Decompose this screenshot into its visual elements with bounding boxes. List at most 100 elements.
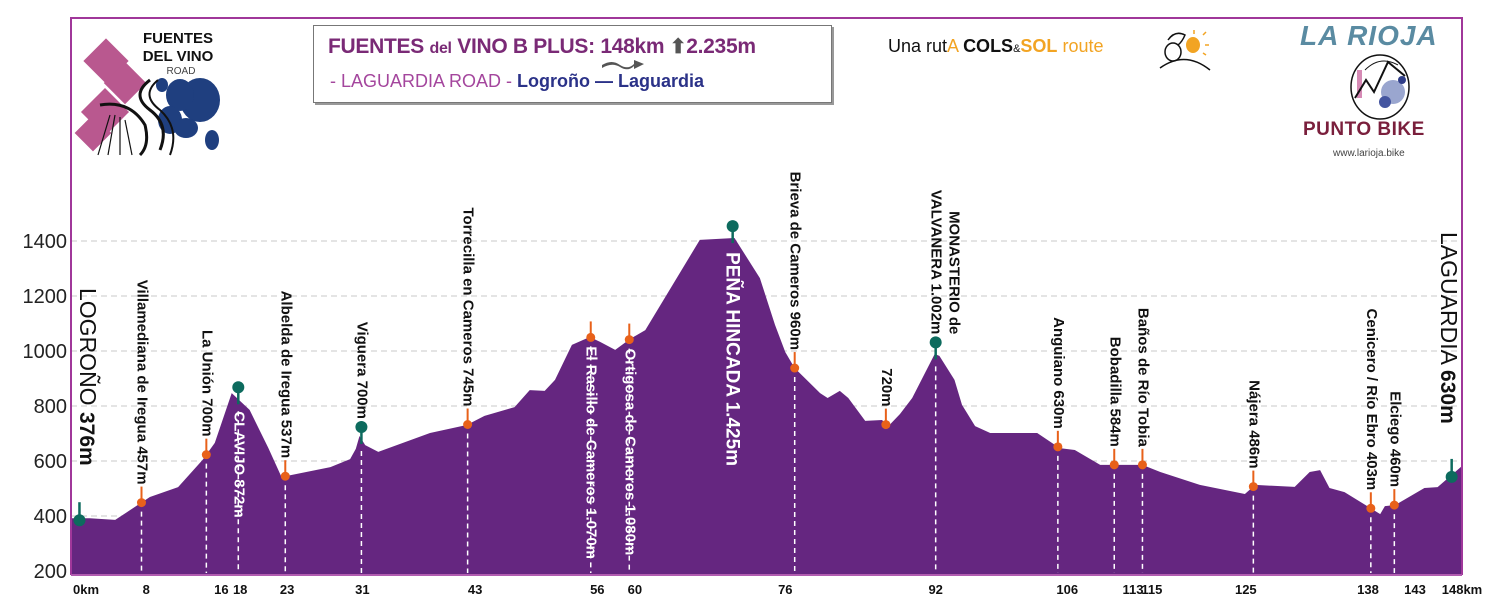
waypoint-marker-dot: [136, 498, 146, 508]
waypoint-marker-dot: [1137, 460, 1147, 470]
summit-marker-dot: [232, 381, 245, 394]
waypoint-marker-dot: [463, 419, 473, 429]
x-tick-label: 143: [1404, 582, 1426, 597]
waypoint: Baños de Río Tobia: [1134, 308, 1151, 573]
waypoint: Brieva de Cameros 960m: [787, 172, 804, 573]
waypoint-label: Nájera 486m: [1245, 380, 1262, 468]
waypoint: Viguera 700m: [353, 322, 370, 573]
y-axis: 200 400 600 800 1000 1200 1400: [23, 231, 68, 583]
tagline-a: A: [947, 36, 959, 56]
waypoint: Elciego 460m: [1386, 391, 1403, 573]
x-tick-label: 115: [1141, 582, 1162, 597]
route-title: FUENTES del VINO B PLUS: 148km ⬆2.235m: [328, 34, 756, 59]
x-tick-label: 92: [928, 582, 942, 597]
waypoint: El Rasillo de Cameros 1.070m: [583, 321, 600, 573]
waypoint-label: Villamediana de Iregua 457m: [133, 280, 150, 485]
x-tick-label: 16: [214, 582, 228, 597]
x-tick-label: 56: [590, 582, 604, 597]
tagline-una: Una rut: [888, 36, 948, 56]
waypoint-label: Anguiano 630m: [1050, 317, 1067, 429]
waypoint-label: El Rasillo de Cameros 1.070m: [583, 346, 600, 559]
elevation-gain: 2.235m: [686, 35, 756, 58]
x-tick-label: 43: [468, 582, 482, 597]
waypoint-label: La Unión 700m: [198, 330, 215, 437]
tagline-route: route: [1062, 36, 1104, 56]
x-tick-label: 106: [1056, 582, 1078, 597]
waypoint-label: Viguera 700m: [353, 322, 370, 419]
y-tick-label: 1200: [23, 286, 68, 308]
x-tick-label: 8: [143, 582, 150, 597]
subtitle-route: Logroño — Laguardia: [517, 71, 705, 91]
tagline-sol: SOL: [1020, 36, 1058, 56]
waypoint: Anguiano 630m: [1050, 317, 1067, 573]
y-tick-label: 800: [34, 396, 67, 418]
route-title-box: FUENTES del VINO B PLUS: 148km ⬆2.235m -…: [313, 25, 832, 103]
up-arrow-icon: ⬆: [669, 36, 687, 58]
y-tick-label: 200: [34, 561, 67, 583]
endpoint-name: LAGUARDIA: [1436, 232, 1462, 370]
waypoint-marker-dot: [1053, 442, 1063, 452]
y-tick-label: 600: [34, 451, 67, 473]
elevation-profile-area: [71, 238, 1462, 575]
title-del: del: [429, 40, 452, 57]
waypoint: Albelda de Iregua 537m: [277, 291, 294, 573]
chart-frame: [70, 17, 1463, 576]
waypoint-marker-dot: [624, 335, 634, 345]
waypoint-marker-dot: [586, 332, 596, 342]
waypoints: LOGROÑO 376m Villamediana de Iregua 457m L…: [73, 172, 1462, 573]
punto-bike-brand: PUNTO BIKE: [1303, 119, 1425, 140]
waypoint-label: Bobadilla 584m: [1106, 337, 1123, 447]
waypoint-label: MONASTERIO deVALVANERA 1.002m: [928, 190, 963, 335]
waypoint: MONASTERIO deVALVANERA 1.002m: [928, 190, 963, 573]
waypoint: 720m: [878, 368, 895, 430]
title-vino-b-plus: VINO B PLUS:: [457, 35, 595, 58]
waypoint-label-line: VALVANERA 1.002m: [928, 190, 945, 335]
y-tick-label: 400: [34, 506, 67, 528]
x-tick-label: 60: [628, 582, 642, 597]
waypoint-label: Cenicero / Río Ebro 403m: [1363, 309, 1380, 491]
waypoint: CLAVIJO 872m: [230, 381, 247, 573]
x-tick-label: 125: [1235, 582, 1257, 597]
tagline-amp: &: [1013, 43, 1021, 55]
waypoint-label: Albelda de Iregua 537m: [277, 291, 294, 459]
endpoint-marker-dot: [73, 514, 86, 527]
route-distance: 148km: [600, 35, 665, 58]
y-tick-label: 1400: [23, 231, 68, 253]
frame-border: [70, 17, 1463, 575]
waypoint-label: CLAVIJO 872m: [230, 411, 247, 517]
waypoint: LOGROÑO 376m: [73, 288, 101, 527]
waypoint: Nájera 486m: [1245, 380, 1262, 573]
waypoint-marker-dot: [201, 450, 211, 460]
waypoint-label: Torrecilla en Cameros 745m: [460, 208, 477, 407]
waypoint-label: Baños de Río Tobia: [1134, 308, 1151, 448]
waypoint: Bobadilla 584m: [1106, 337, 1123, 573]
waypoint-label: Ortigosa de Cameros 1.080m: [621, 349, 638, 556]
endpoint-label: LOGROÑO 376m: [75, 288, 101, 466]
y-tick-label: 1000: [23, 341, 68, 363]
waypoint-label: Brieva de Cameros 960m: [787, 172, 804, 350]
endpoint-label: LAGUARDIA 630m: [1436, 232, 1462, 424]
la-rioja-title: LA RIOJA: [1300, 20, 1438, 51]
tagline-cols: COLS: [963, 36, 1014, 56]
waypoint: Cenicero / Río Ebro 403m: [1363, 309, 1380, 573]
logo-text-del-vino: DEL VINO: [143, 48, 214, 65]
x-tick-label: 0km: [73, 582, 99, 597]
waypoint-marker-dot: [790, 363, 800, 373]
endpoint-name: LOGROÑO: [75, 288, 101, 412]
summit-marker-dot: [355, 421, 368, 433]
logo-text-road: ROAD: [167, 66, 196, 77]
waypoint-label: Elciego 460m: [1386, 391, 1403, 487]
route-arrow-icon: [602, 60, 644, 70]
waypoint-label: 720m: [878, 368, 895, 406]
x-tick-label: 138: [1357, 582, 1379, 597]
waypoint-label: PEÑA HINCADA 1.425m: [722, 252, 744, 466]
waypoint-marker-dot: [881, 420, 891, 430]
waypoint-marker-dot: [1389, 500, 1399, 510]
x-tick-label: 31: [355, 582, 369, 597]
website-link[interactable]: www.larioja.bike: [1333, 148, 1405, 159]
waypoint: PEÑA HINCADA 1.425m: [722, 220, 744, 466]
title-fuentes: FUENTES: [328, 35, 424, 58]
x-tick-label: 113: [1123, 582, 1144, 597]
